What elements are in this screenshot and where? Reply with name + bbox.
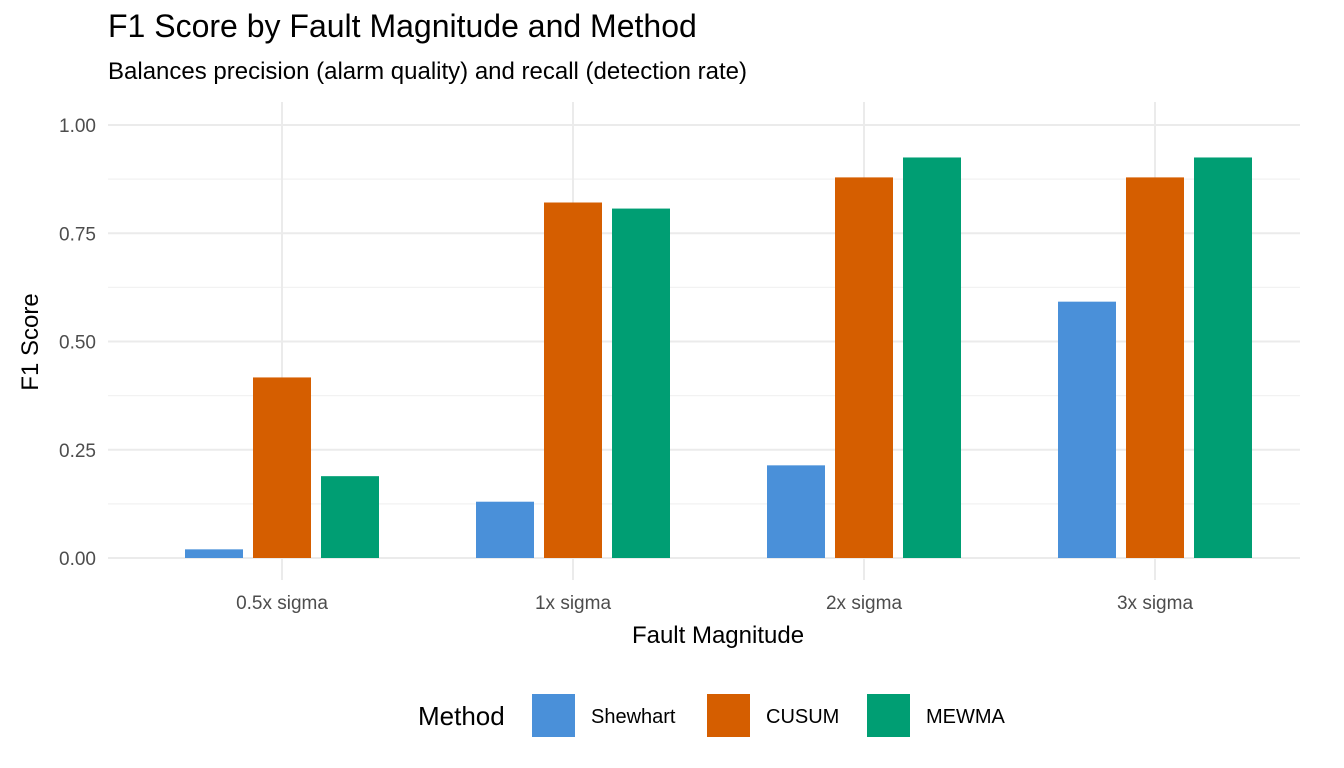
legend-key-shewhart [532, 694, 575, 737]
chart-subtitle: Balances precision (alarm quality) and r… [108, 58, 747, 85]
bar-mewma-3 [903, 157, 961, 558]
bars-group [185, 157, 1252, 558]
bar-shewhart-4 [1058, 301, 1116, 558]
x-tick-label: 3x sigma [1117, 593, 1193, 614]
legend-key-cusum [707, 694, 750, 737]
legend: Method Shewhart CUSUM MEWMA [418, 694, 1006, 737]
legend-title: Method [418, 701, 505, 731]
legend-label-cusum: CUSUM [766, 706, 839, 728]
x-tick-label: 0.5x sigma [236, 593, 328, 614]
y-tick-label: 0.75 [59, 224, 96, 245]
x-axis-ticks: 0.5x sigma 1x sigma 2x sigma 3x sigma [236, 593, 1193, 614]
legend-label-mewma: MEWMA [926, 706, 1006, 728]
x-tick-label: 1x sigma [535, 593, 611, 614]
bar-cusum-3 [835, 177, 893, 558]
bar-mewma-1 [321, 476, 379, 558]
legend-key-mewma [867, 694, 910, 737]
bar-shewhart-3 [767, 465, 825, 558]
bar-shewhart-1 [185, 549, 243, 558]
bar-cusum-4 [1126, 177, 1184, 558]
y-axis-ticks: 0.00 0.25 0.50 0.75 1.00 [59, 116, 96, 570]
x-tick-label: 2x sigma [826, 593, 902, 614]
bar-mewma-4 [1194, 157, 1252, 558]
chart-title: F1 Score by Fault Magnitude and Method [108, 8, 697, 44]
y-tick-label: 0.00 [59, 549, 96, 570]
y-tick-label: 0.50 [59, 333, 96, 354]
y-tick-label: 1.00 [59, 116, 96, 137]
bar-cusum-2 [544, 202, 602, 558]
x-axis-title: Fault Magnitude [632, 622, 804, 649]
bar-shewhart-2 [476, 501, 534, 558]
y-axis-title: F1 Score [17, 293, 44, 390]
bar-cusum-1 [253, 377, 311, 558]
legend-label-shewhart: Shewhart [591, 706, 676, 728]
y-tick-label: 0.25 [59, 441, 96, 462]
bar-mewma-2 [612, 208, 670, 558]
